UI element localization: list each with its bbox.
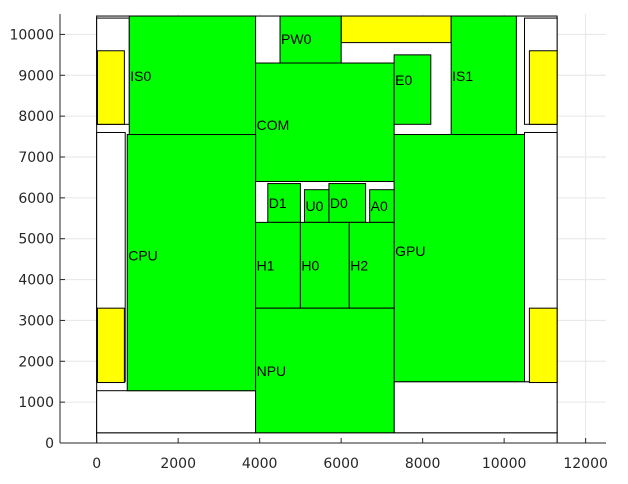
block-npu xyxy=(255,307,395,434)
block-label-h0: H0 xyxy=(301,257,319,273)
y-tick-label: 6000 xyxy=(18,191,54,207)
block-label-pw0: PW0 xyxy=(281,31,312,47)
block-h1 xyxy=(255,221,301,309)
y-tick-label: 4000 xyxy=(18,273,54,289)
block-label-is1: IS1 xyxy=(452,68,473,84)
block-a0 xyxy=(369,189,395,223)
y-tick-label: 10000 xyxy=(9,27,54,43)
block-h2 xyxy=(348,221,395,309)
block-is1 xyxy=(450,15,517,136)
block-is0 xyxy=(128,15,257,136)
block-label-h1: H1 xyxy=(257,257,275,273)
y-tick-label: 3000 xyxy=(18,313,54,329)
block-yellow-9 xyxy=(528,307,558,384)
block-label-is0: IS0 xyxy=(130,68,151,84)
block-label-u0: U0 xyxy=(305,198,323,214)
block-e0 xyxy=(393,54,432,125)
block-d0 xyxy=(328,183,367,223)
block-white-3 xyxy=(393,381,558,434)
block-label-e0: E0 xyxy=(395,72,412,88)
block-white-2 xyxy=(96,390,257,434)
x-tick-label: 6000 xyxy=(323,456,359,472)
x-tick-label: 12000 xyxy=(563,456,608,472)
block-gpu xyxy=(393,134,526,383)
block-yellow-10 xyxy=(96,50,125,125)
y-tick-label: 1000 xyxy=(18,395,54,411)
block-pw0 xyxy=(279,15,342,64)
block-label-cpu: CPU xyxy=(128,248,158,264)
y-tick-label: 5000 xyxy=(18,232,54,248)
x-tick-label: 0 xyxy=(92,456,101,472)
x-tick-label: 10000 xyxy=(482,456,527,472)
block-label-gpu: GPU xyxy=(395,243,425,259)
block-label-a0: A0 xyxy=(371,198,388,214)
block-yellow-8 xyxy=(96,307,125,384)
x-tick-label: 2000 xyxy=(160,456,196,472)
y-tick-label: 9000 xyxy=(18,68,54,84)
block-h0 xyxy=(299,221,350,309)
y-tick-label: 8000 xyxy=(18,109,54,125)
block-label-d1: D1 xyxy=(269,195,287,211)
block-label-d0: D0 xyxy=(330,195,348,211)
block-u0 xyxy=(303,189,330,223)
y-tick-label: 2000 xyxy=(18,354,54,370)
x-tick-label: 4000 xyxy=(242,456,278,472)
block-cpu xyxy=(126,134,257,392)
block-com xyxy=(255,62,395,183)
block-yellow-12 xyxy=(340,15,452,44)
block-label-h2: H2 xyxy=(350,257,368,273)
block-label-com: COM xyxy=(257,117,290,133)
block-white-1 xyxy=(96,432,558,444)
y-tick-label: 0 xyxy=(45,436,54,452)
x-tick-label: 8000 xyxy=(405,456,441,472)
block-yellow-11 xyxy=(528,50,558,125)
y-tick-label: 7000 xyxy=(18,150,54,166)
axis-layer: 0 2000 4000 6000 8000 10000 12000 0 1000 2000 3000… xyxy=(9,14,608,472)
block-d1 xyxy=(267,183,301,223)
block-layer: IS0 PW0 COM E0 IS1 CPU GPU D1 U0 D0 A0 H1 H0 H2 NPU xyxy=(96,15,558,444)
block-label-npu: NPU xyxy=(257,363,287,379)
